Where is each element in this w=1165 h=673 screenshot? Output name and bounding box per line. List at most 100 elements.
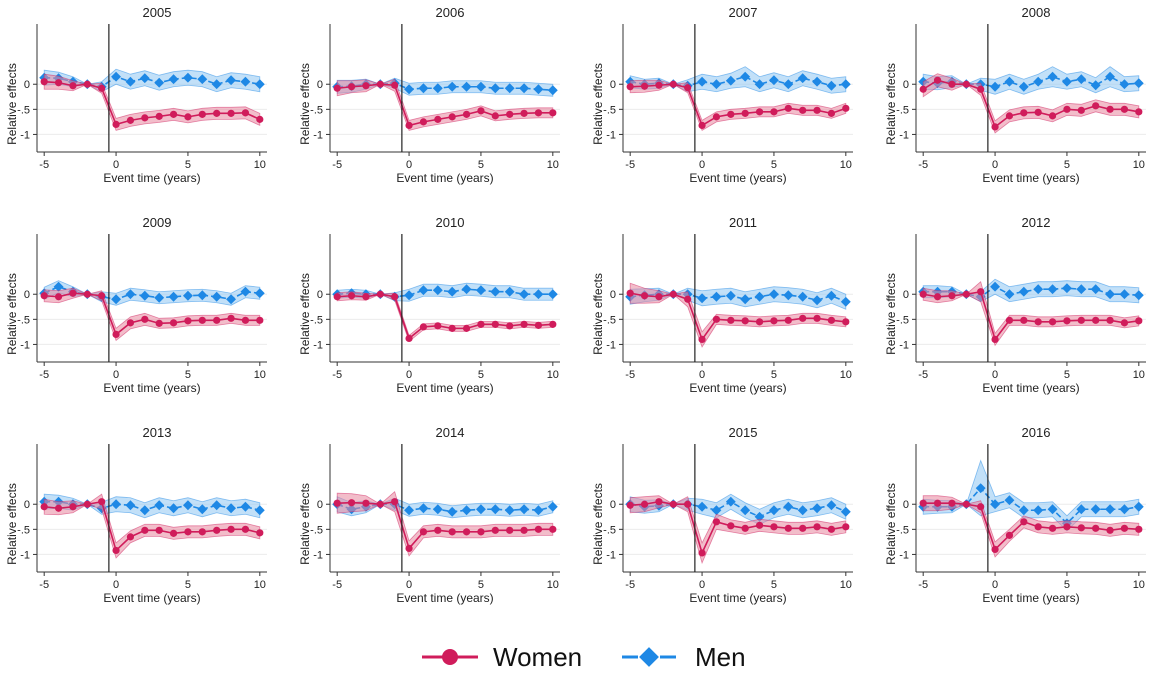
x-tick-label: 5 [478,369,484,381]
women-point [948,80,956,88]
men-point [1061,283,1072,294]
panel-title: 2008 [1022,5,1051,20]
men-point [182,290,193,301]
men-point [182,72,193,83]
men-point [975,483,986,494]
women-point [1020,109,1028,117]
panel-2011: 2011 0 -.5 -1 -5 0 5 10 Event time (years) Relati… [591,215,853,395]
women-point [755,318,764,326]
women-point [126,319,135,327]
x-tick-label: 5 [185,579,191,591]
x-tick-label: 0 [992,369,998,381]
x-axis-label: Event time (years) [689,381,786,395]
women-point [227,109,235,117]
panel-grid: 2005 0 -.5 -1 -5 0 5 10 Event time (years) Relati… [5,5,1146,605]
x-tick-label: 0 [113,579,119,591]
x-tick-label: 10 [547,579,559,591]
x-tick-label: 0 [699,159,705,171]
men-point [990,81,1001,92]
y-tick-label: -.5 [603,524,616,536]
men-point [754,79,765,90]
men-point [226,75,237,86]
panel-2016: 2016 0 -.5 -1 -5 0 5 10 Event time (years) Relati… [884,425,1146,605]
panel-title: 2006 [436,5,465,20]
women-point [376,80,384,88]
men-point [826,80,837,91]
women-point [1048,524,1057,532]
legend-women-marker [442,649,458,665]
men-point [725,496,736,507]
x-tick-label: 10 [547,369,559,381]
women-point [241,109,250,117]
men-point [1133,290,1144,301]
men-point [754,291,765,302]
men-point [990,281,1001,292]
x-tick-label: 10 [840,579,852,591]
women-point [842,318,850,326]
y-tick-label: -.5 [17,104,30,116]
women-point [213,526,221,534]
men-point [740,71,751,82]
men-point [768,289,779,300]
women-point [1020,518,1028,526]
men-point [1004,289,1015,300]
x-axis-label: Event time (years) [103,171,200,185]
women-ci-band [336,78,554,131]
women-point [727,110,735,118]
men-point [432,285,443,296]
women-point [434,526,442,534]
women-ci-band [629,495,847,565]
x-tick-label: 0 [992,159,998,171]
women-point [448,113,456,121]
women-point [1135,108,1143,116]
y-tick-label: -1 [606,339,616,351]
men-point [725,75,736,86]
women-ci-band [43,287,261,342]
women-series-line [44,292,260,336]
y-tick-label: -.5 [17,314,30,326]
women-point [83,80,91,88]
men-point [768,505,779,516]
men-point [168,503,179,514]
y-tick-label: -1 [606,129,616,141]
men-point [533,84,544,95]
women-point [1106,526,1114,534]
women-point [640,82,649,90]
x-tick-label: -5 [625,369,635,381]
women-point [962,290,970,298]
men-point [211,291,222,302]
women-point [1005,531,1014,539]
women-point [184,317,192,325]
y-tick-label: 0 [317,79,323,91]
panel-2009: 2009 0 -.5 -1 -5 0 5 10 Event time (years) Relati… [5,215,267,395]
women-point [184,528,192,536]
x-tick-label: -5 [39,159,49,171]
women-point [362,293,370,301]
y-axis-label: Relative effects [591,483,605,565]
y-tick-label: 0 [317,289,323,301]
women-point [83,290,91,298]
y-tick-label: -.5 [896,104,909,116]
women-point [919,290,927,298]
y-tick-label: -.5 [896,524,909,536]
women-point [419,118,428,126]
panel-title: 2011 [729,215,757,230]
women-point [1120,319,1129,327]
women-point [1048,318,1057,326]
women-point [333,293,341,301]
women-point [626,289,634,297]
women-point [169,529,178,537]
panel-title: 2007 [729,5,758,20]
x-tick-label: -5 [332,159,342,171]
y-tick-label: 0 [317,499,323,511]
women-point [141,526,149,534]
men-point [826,500,837,511]
x-tick-label: 10 [547,159,559,171]
x-tick-label: 10 [1133,369,1145,381]
men-point [1076,74,1087,85]
women-series-line [44,500,261,552]
men-point [783,290,794,301]
women-point [241,525,250,533]
women-point [198,528,206,536]
women-point [549,525,557,533]
